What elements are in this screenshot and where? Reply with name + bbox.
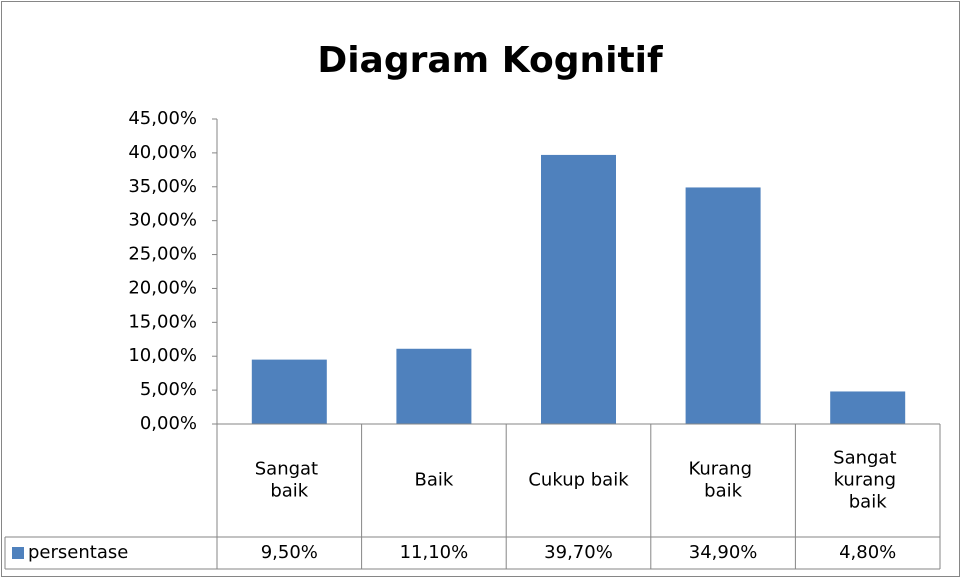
bar (396, 348, 472, 424)
y-tick-label: 40,00% (128, 142, 197, 163)
y-tick-label: 0,00% (140, 413, 197, 434)
bar (830, 391, 906, 424)
y-tick-label: 5,00% (140, 379, 197, 400)
y-tick-label: 15,00% (128, 311, 197, 332)
bar (685, 187, 761, 424)
data-table-value: 9,50% (261, 542, 318, 563)
x-tick-label: Cukup baik (528, 470, 629, 491)
y-tick-label: 45,00% (128, 108, 197, 129)
legend-label: persentase (28, 542, 128, 563)
y-tick-label: 35,00% (128, 176, 197, 197)
bar (541, 154, 616, 424)
legend-key (12, 547, 24, 559)
data-table-value: 4,80% (839, 542, 896, 563)
data-table-value: 34,90% (689, 542, 758, 563)
y-tick-label: 10,00% (128, 345, 197, 366)
x-tick-label: Sangat baik (255, 459, 324, 502)
y-tick-label: 30,00% (128, 210, 197, 231)
y-tick-label: 20,00% (128, 277, 197, 298)
x-tick-label: Kurang baik (688, 459, 757, 502)
x-tick-label: Sangat kurang baik (833, 448, 902, 513)
data-table-value: 11,10% (400, 542, 469, 563)
y-tick-label: 25,00% (128, 244, 197, 265)
chart-title: Diagram Kognitif (317, 40, 663, 81)
data-table-value: 39,70% (544, 542, 613, 563)
bar (251, 359, 327, 424)
x-tick-label: Baik (414, 470, 453, 491)
